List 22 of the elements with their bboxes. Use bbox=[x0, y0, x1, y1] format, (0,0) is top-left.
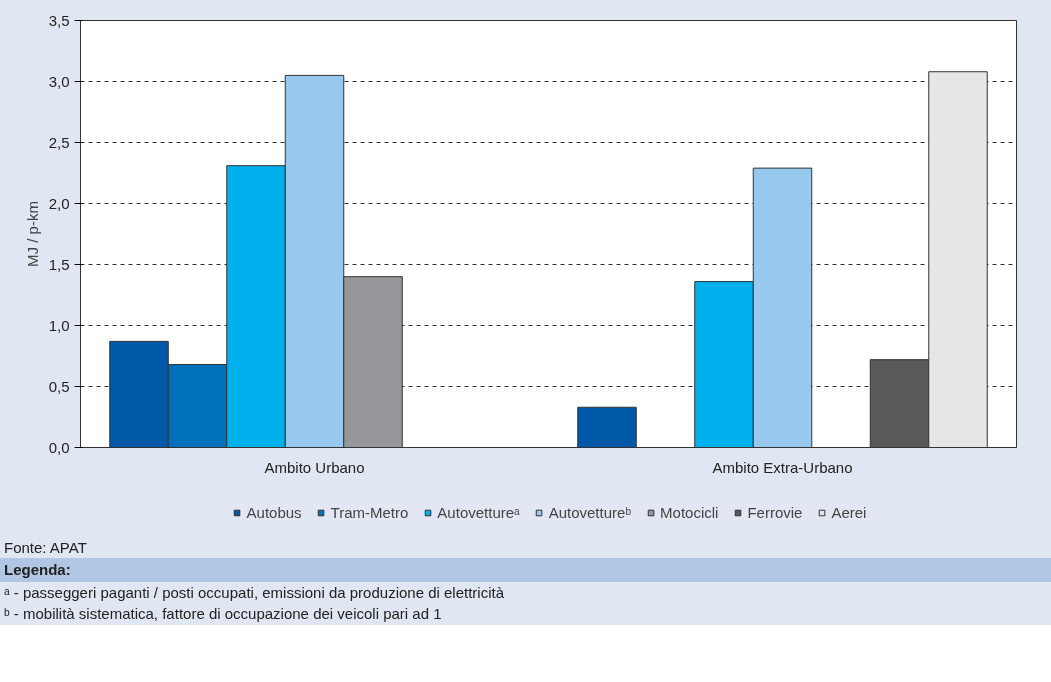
y-tick-label: 1,5 bbox=[48, 255, 70, 273]
legend-label: Tram-Metro bbox=[330, 503, 409, 521]
y-tick-label: 2,0 bbox=[48, 194, 70, 212]
x-tick-label: Ambito Urbano bbox=[264, 458, 365, 476]
y-tick-label: 1,0 bbox=[48, 316, 70, 334]
legend-label: Autovettureᵇ bbox=[548, 503, 632, 521]
x-tick-label: Ambito Extra-Urbano bbox=[712, 458, 853, 476]
y-tick-label: 0,0 bbox=[48, 438, 70, 456]
text: ᵇ - mobilità sistematica, fattore di occupazione dei veicoli pari ad 1 bbox=[4, 604, 442, 625]
legend-label: Ferrovie bbox=[747, 503, 803, 521]
legend-label: Autobus bbox=[246, 503, 302, 521]
legend-label: Aerei bbox=[831, 503, 867, 521]
y-axis-title: MJ / p-km bbox=[23, 201, 41, 267]
y-tick-label: 3,5 bbox=[48, 11, 70, 29]
source-note: Fonte: APAT bbox=[4, 538, 87, 558]
legend-label: Autovettureᵃ bbox=[437, 503, 520, 521]
text: Legenda: bbox=[4, 560, 71, 581]
y-tick-label: 2,5 bbox=[48, 133, 70, 151]
text: ᵃ - passeggeri paganti / posti occupati, emissioni da produzione di elettricità bbox=[4, 582, 505, 603]
legend-label: Motocicli bbox=[660, 503, 719, 521]
y-tick-label: 0,5 bbox=[48, 377, 70, 395]
y-tick-label: 3,0 bbox=[48, 72, 70, 90]
